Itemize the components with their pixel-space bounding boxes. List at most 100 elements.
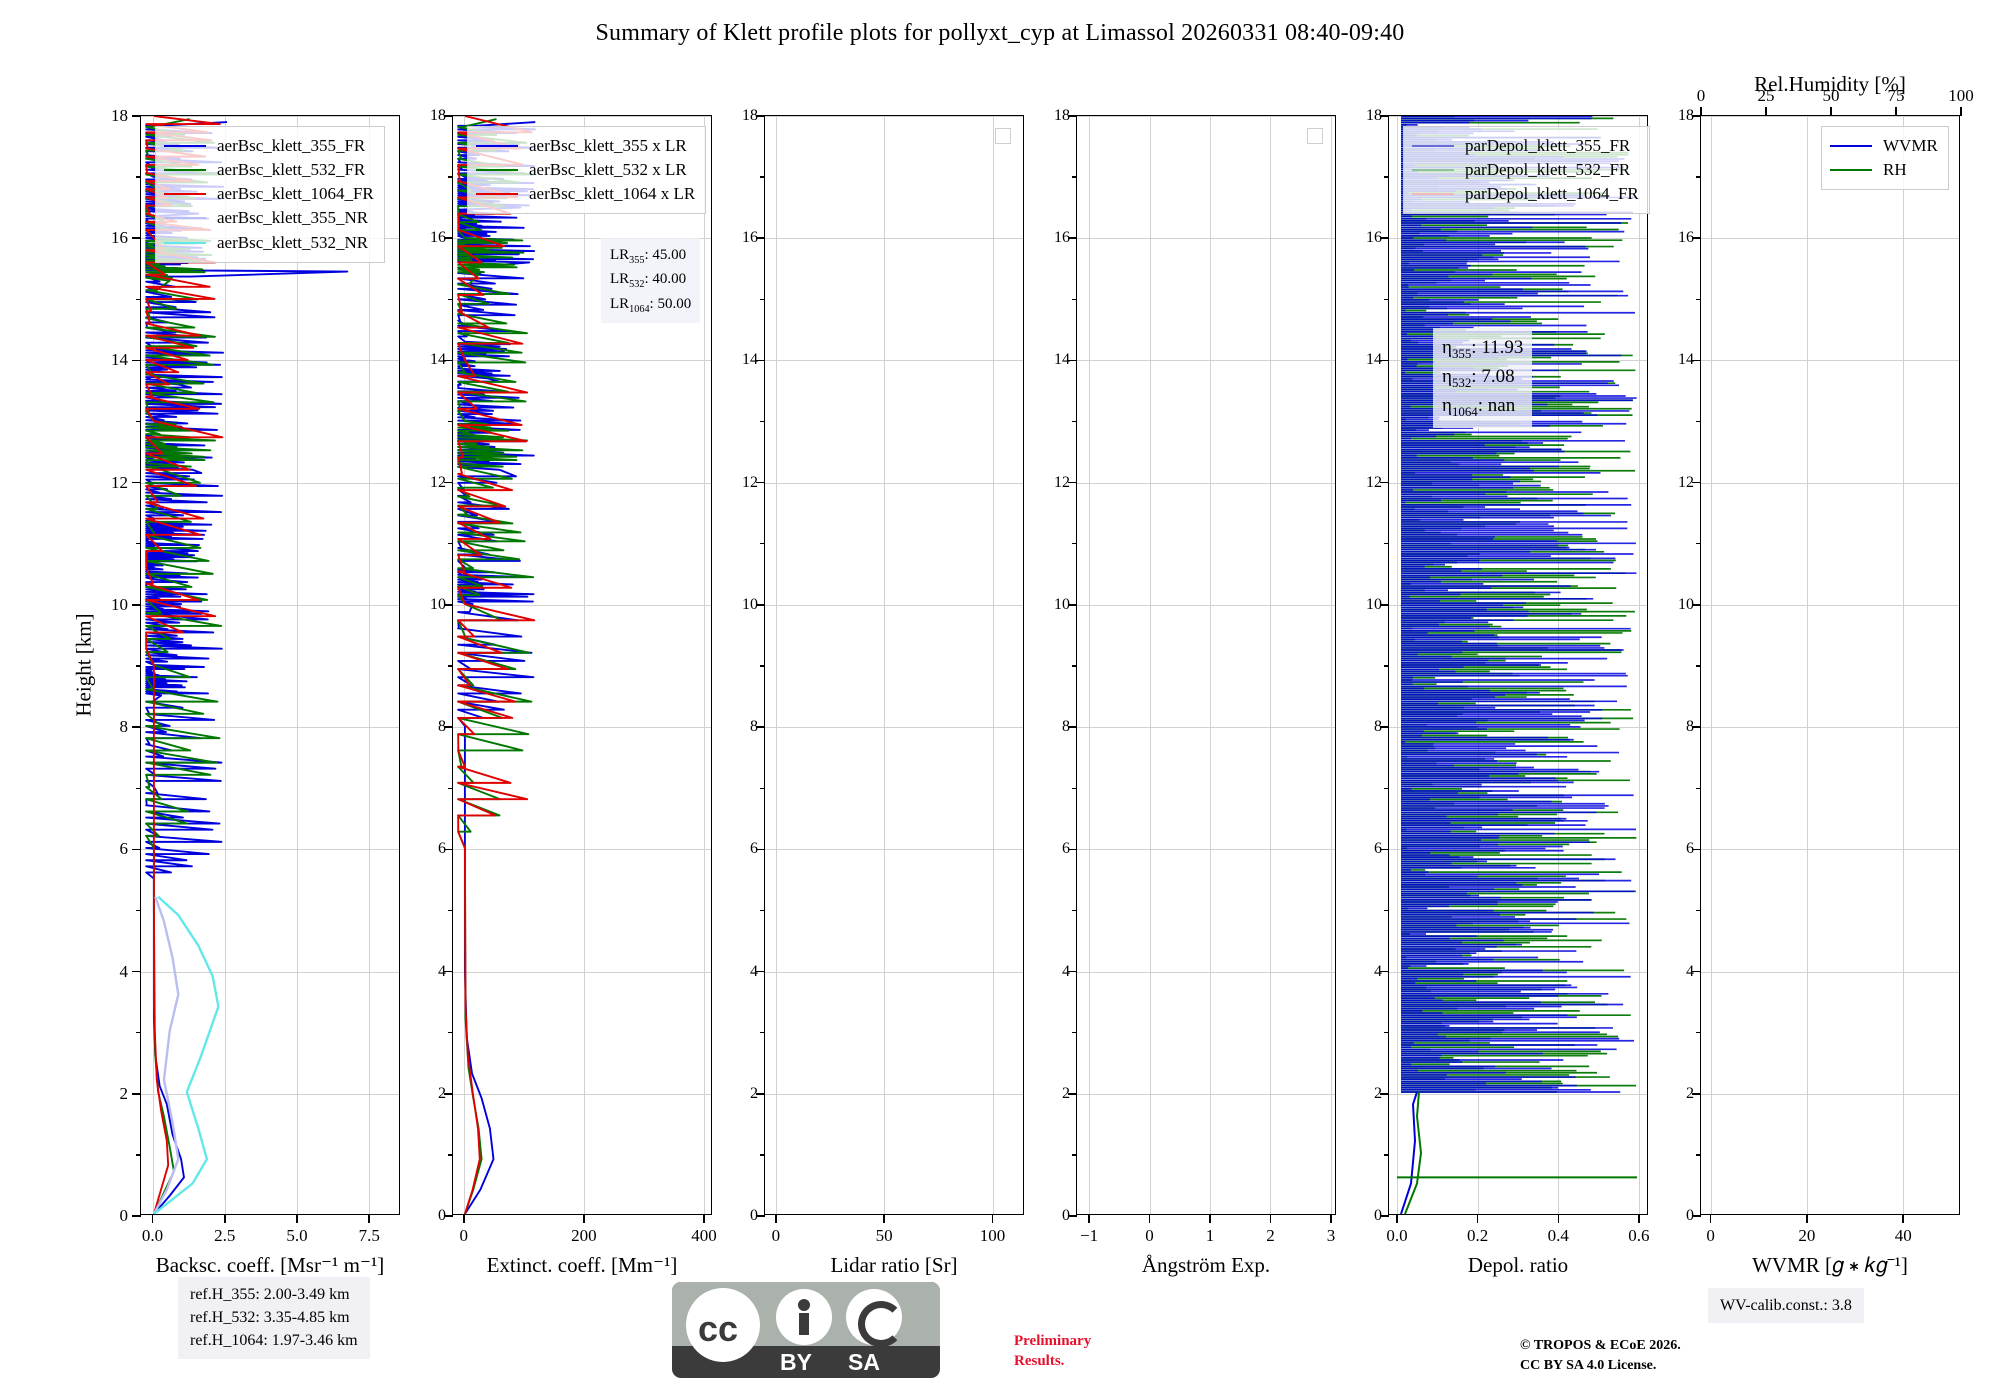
gridline-horizontal — [765, 238, 1023, 240]
series-aerBsc_klett_532_NR — [153, 895, 220, 1214]
y-tick-minor — [1384, 176, 1389, 178]
gridline-horizontal — [453, 849, 711, 851]
y-tick — [1068, 726, 1077, 728]
y-tick-minor — [1696, 665, 1701, 667]
x-tick-label: 20 — [1798, 1226, 1816, 1245]
wv-calib-box: WV-calib.const.: 3.8 — [1708, 1288, 1864, 1324]
y-tick-minor — [448, 787, 453, 789]
legend-color-swatch — [164, 241, 206, 244]
y-tick-label: 18 — [1366, 107, 1382, 124]
gridline-vertical — [1149, 116, 1151, 1214]
y-tick-minor — [136, 1154, 141, 1156]
y-tick-label: 2 — [1686, 1084, 1694, 1102]
x-tick-label: 3 — [1326, 1226, 1336, 1245]
legend-label: aerBsc_klett_532 x LR — [529, 160, 687, 180]
gridline-vertical — [297, 116, 298, 1214]
preliminary-line: Results. — [1014, 1353, 1065, 1370]
y-tick-label: 18 — [1678, 107, 1694, 124]
ref-height-line: ref.H_532: 3.35-4.85 km — [190, 1309, 350, 1327]
plot-panel-wvmr: 0 2 4 6 8 10 12 14 16 18 0 20 40 0 25 50 75 100 WVMR RH — [1678, 86, 1974, 1245]
y-tick-label: 10 — [742, 595, 758, 613]
series-aerBsc_klett_1064_FR — [145, 116, 224, 1214]
info-subscript: 1064 — [629, 303, 650, 315]
x-tick-label: 1 — [1205, 1226, 1215, 1245]
y-tick-label: 16 — [742, 229, 758, 247]
y-tick-label: 4 — [1686, 962, 1694, 980]
y-tick-label: 6 — [1062, 840, 1070, 858]
y-tick-minor — [1384, 420, 1389, 423]
y-tick-minor — [1072, 420, 1077, 423]
gridline-horizontal — [1701, 482, 1959, 484]
x-tick — [1557, 1214, 1560, 1223]
x-tick-top — [1700, 107, 1702, 116]
info-symbol: LR — [610, 271, 630, 288]
gridline-horizontal — [765, 604, 1023, 606]
info-subscript: 532 — [1451, 374, 1472, 390]
x-tick-top — [1895, 107, 1897, 116]
info-row: LR1064: 50.00 — [610, 293, 691, 317]
x-tick-label: 0 — [1145, 1226, 1154, 1245]
legend-item: aerBsc_klett_532_FR — [164, 158, 374, 182]
gridline-horizontal — [1701, 238, 1959, 240]
legend-color-swatch — [164, 193, 206, 196]
legend-color-swatch — [476, 169, 518, 172]
y-tick-label: 6 — [119, 839, 129, 859]
y-tick — [1380, 726, 1389, 728]
y-tick — [756, 604, 765, 606]
info-symbol: LR — [610, 295, 630, 312]
gridline-vertical — [703, 116, 705, 1214]
gridline-horizontal — [765, 971, 1023, 973]
info-value: : nan — [1477, 395, 1516, 417]
y-tick-minor — [136, 1031, 141, 1034]
gridline-horizontal — [141, 727, 399, 729]
y-tick-label: 10 — [430, 595, 446, 613]
x-tick — [991, 1214, 994, 1223]
legend-color-swatch — [476, 145, 518, 148]
cc-text: cc — [698, 1308, 739, 1349]
y-tick — [444, 970, 453, 973]
y-tick-label: 8 — [438, 718, 446, 736]
y-tick-minor — [1072, 787, 1077, 789]
gridline-horizontal — [1077, 116, 1335, 117]
y-tick — [444, 359, 453, 362]
gridline-horizontal — [1077, 1093, 1335, 1095]
y-tick — [1068, 115, 1077, 117]
y-tick-minor — [1696, 1031, 1701, 1034]
credit-line: © TROPOS & ECoE 2026. — [1520, 1338, 1681, 1353]
x-tick-label: 0.2 — [1467, 1226, 1489, 1245]
legend-color-swatch — [1412, 169, 1454, 172]
data-traces-wvmr — [1701, 116, 1959, 1214]
info-row: η1064: nan — [1442, 392, 1523, 421]
gridline-vertical — [583, 116, 585, 1214]
y-tick-minor — [1384, 298, 1389, 301]
series-aerBsc_klett_1064 x LR — [457, 116, 536, 1214]
plot-area-extinction — [453, 116, 711, 1214]
y-tick-label: 18 — [111, 106, 128, 125]
gridline-horizontal — [141, 116, 399, 117]
y-tick-label: 14 — [111, 350, 128, 370]
legend-color-swatch — [1830, 145, 1872, 148]
gridline-vertical — [224, 116, 226, 1214]
gridline-horizontal — [453, 482, 711, 484]
y-tick — [1068, 1215, 1077, 1217]
x-axis-title-backscatter: Backsc. coeff. [Msr⁻¹ m⁻¹] — [155, 1253, 385, 1277]
y-tick-label: 10 — [1678, 595, 1694, 613]
y-tick — [756, 237, 765, 240]
y-tick-minor — [136, 420, 141, 423]
y-tick-label: 8 — [1374, 718, 1382, 736]
legend-backscatter: aerBsc_klett_355_FR aerBsc_klett_532_FR ae… — [155, 126, 385, 263]
y-tick-label: 18 — [1054, 107, 1070, 124]
plot-panel-depolarization: 0 2 4 6 8 10 12 14 16 18 0.0 0.2 0.4 0.6 parDepol_klet… — [1366, 107, 1650, 1245]
gridline-horizontal — [1701, 1093, 1959, 1095]
gridline-vertical — [1330, 116, 1332, 1214]
gridline-horizontal — [1077, 971, 1335, 973]
legend-wvmr: WVMR RH — [1821, 126, 1949, 191]
legend-label: RH — [1883, 160, 1907, 180]
y-tick-minor — [1696, 176, 1701, 178]
y-tick-minor — [1384, 1031, 1389, 1034]
x-tick-label-top: 0 — [1696, 86, 1706, 105]
y-tick-minor — [1072, 176, 1077, 178]
y-tick — [1692, 1215, 1701, 1217]
plot-panel-extinction: 0 2 4 6 8 10 12 14 16 18 0 200 400 aerBsc_klett_355 x… — [430, 107, 717, 1245]
y-tick-minor — [760, 1154, 765, 1156]
